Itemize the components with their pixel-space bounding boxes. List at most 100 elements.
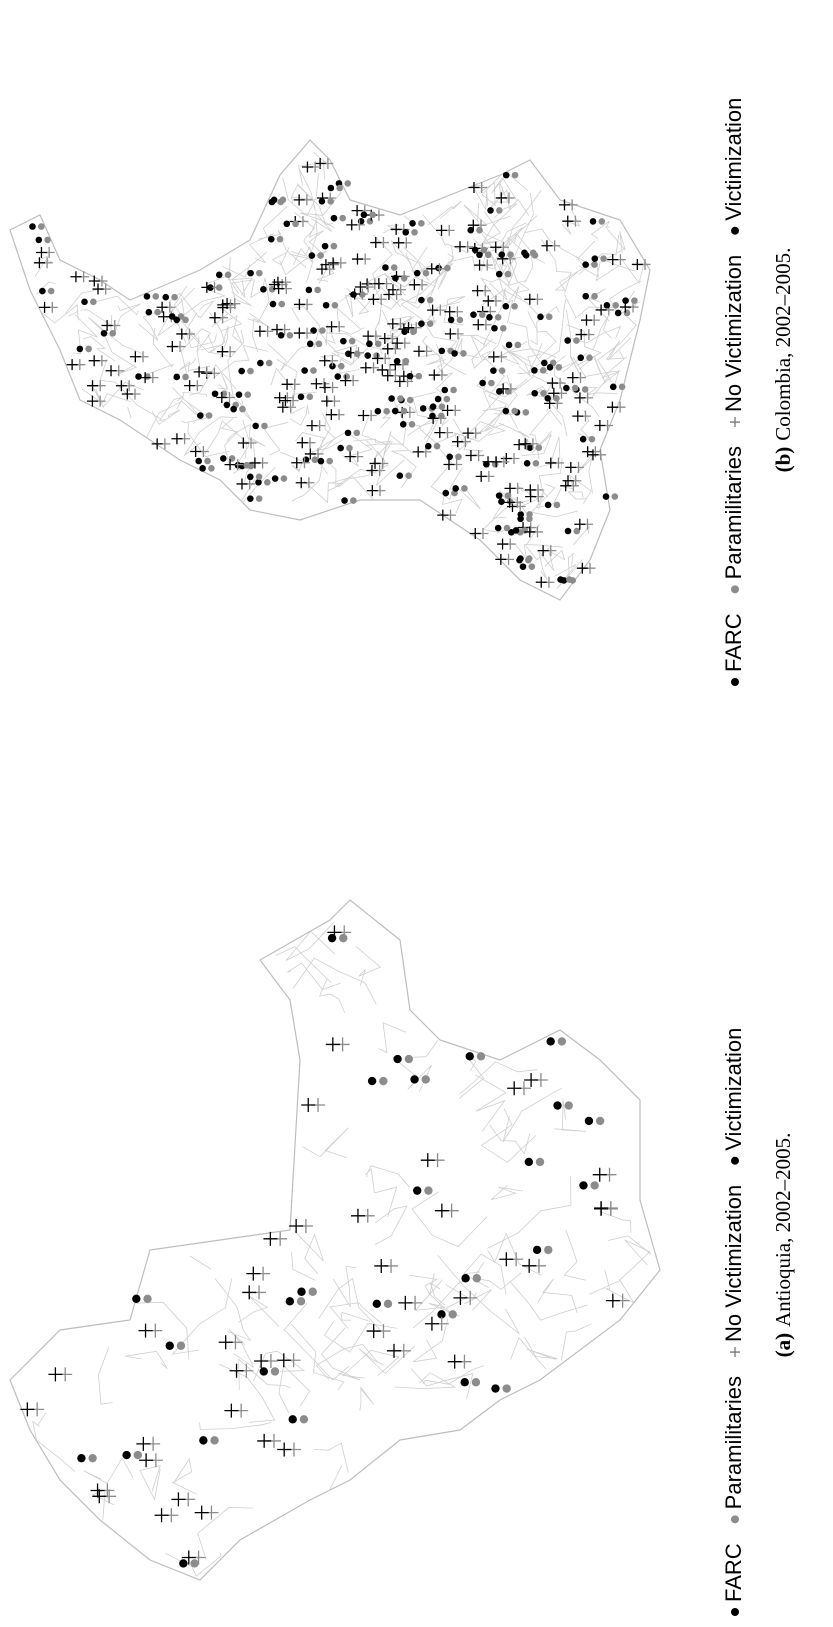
marker-paramilitaries [154,308,161,316]
marker-farc [318,197,326,205]
marker-paramilitaries [143,1294,152,1303]
marker-farc [77,1453,86,1463]
border-line [97,1347,113,1405]
caption: (a) Antioquia, 2002–2005. [771,1133,795,1358]
border-line [372,234,401,308]
marker-no-victimization [70,271,82,283]
border-line [576,454,593,494]
marker-no-victimization [257,1433,272,1448]
caption-text: Antioquia, 2002–2005. [771,1133,795,1327]
marker-paramilitaries [404,1054,414,1064]
marker-no-victimization [437,509,449,521]
marker-paramilitaries [210,1436,219,1445]
border-line [459,1061,538,1095]
border-line [487,189,530,216]
marker-farc [546,1037,555,1046]
marker-paramilitaries [402,357,410,365]
marker-no-victimization [325,409,337,421]
border-line [318,412,346,450]
marker-paramilitaries [280,475,288,482]
border-line [187,422,230,458]
marker-farc [255,478,262,486]
border-line [157,287,195,344]
marker-farc [502,407,510,415]
marker-no-victimization [276,1353,291,1368]
marker-farc [541,359,548,367]
marker-paramilitaries [244,391,252,398]
marker-no-victimization [434,1203,449,1218]
border-line [294,1230,324,1274]
border-line [538,550,555,580]
marker-no-victimization [393,237,405,249]
border-line [291,461,324,502]
marker-paramilitaries [314,286,321,294]
marker-paramilitaries [503,524,511,532]
border-line [536,298,567,367]
border-line [127,406,132,419]
border-line [289,248,313,265]
border-line [510,1282,588,1321]
marker-paramilitaries [255,495,263,502]
marker-paramilitaries [339,933,348,943]
marker-farc [122,1450,131,1460]
border-line [523,544,564,557]
border-line [577,410,590,439]
marker-no-victimization [472,319,484,331]
marker-no-victimization [580,314,592,326]
marker-paramilitaries [504,270,512,278]
marker-farc [447,316,455,324]
marker-farc [519,563,527,570]
marker-paramilitaries [557,1037,567,1046]
marker-paramilitaries [182,316,189,324]
marker-no-victimization [321,395,333,407]
marker-paramilitaries [631,297,638,304]
border-line [290,184,334,226]
border-line [427,200,462,226]
border-line [499,245,523,299]
marker-no-victimization [572,410,584,422]
marker-paramilitaries [261,422,268,430]
border-line [464,1289,492,1311]
border-line [227,329,245,398]
marker-no-victimization [420,1153,435,1168]
marker-paramilitaries [600,255,607,263]
border-line [189,1255,212,1270]
marker-paramilitaries [422,269,430,277]
border-line [523,228,587,263]
marker-no-victimization [474,259,486,271]
border-line [238,1358,291,1390]
border-line [37,1412,47,1426]
border-line [407,414,439,440]
marker-no-victimization [354,281,366,293]
legend-label: Paramilitaries [721,446,746,579]
marker-no-victimization [535,576,547,588]
marker-paramilitaries [456,316,464,324]
border-line [311,439,344,475]
border-line [316,265,335,285]
marker-paramilitaries [415,372,423,380]
marker-farc [29,223,36,230]
border-line [83,1457,134,1484]
border-line [287,962,341,990]
border-line [291,306,321,350]
marker-no-victimization [136,1436,151,1451]
antioquia-map [9,899,661,1581]
marker-no-victimization [351,253,363,265]
marker-no-victimization [88,275,100,287]
border-line [65,289,99,314]
border-line [380,400,418,429]
marker-farc [490,367,497,374]
marker-farc [582,292,590,300]
marker-paramilitaries [204,457,211,465]
border-line [294,212,315,256]
border-line [480,1108,537,1163]
marker-farc [526,444,534,452]
border-line [318,1277,382,1332]
marker-farc [179,1559,188,1568]
legend-symbol [731,1608,739,1616]
marker-paramilitaries [319,327,326,334]
marker-farc [364,352,372,359]
border-line [537,436,561,468]
marker-farc [524,1157,534,1167]
marker-paramilitaries [346,444,353,452]
